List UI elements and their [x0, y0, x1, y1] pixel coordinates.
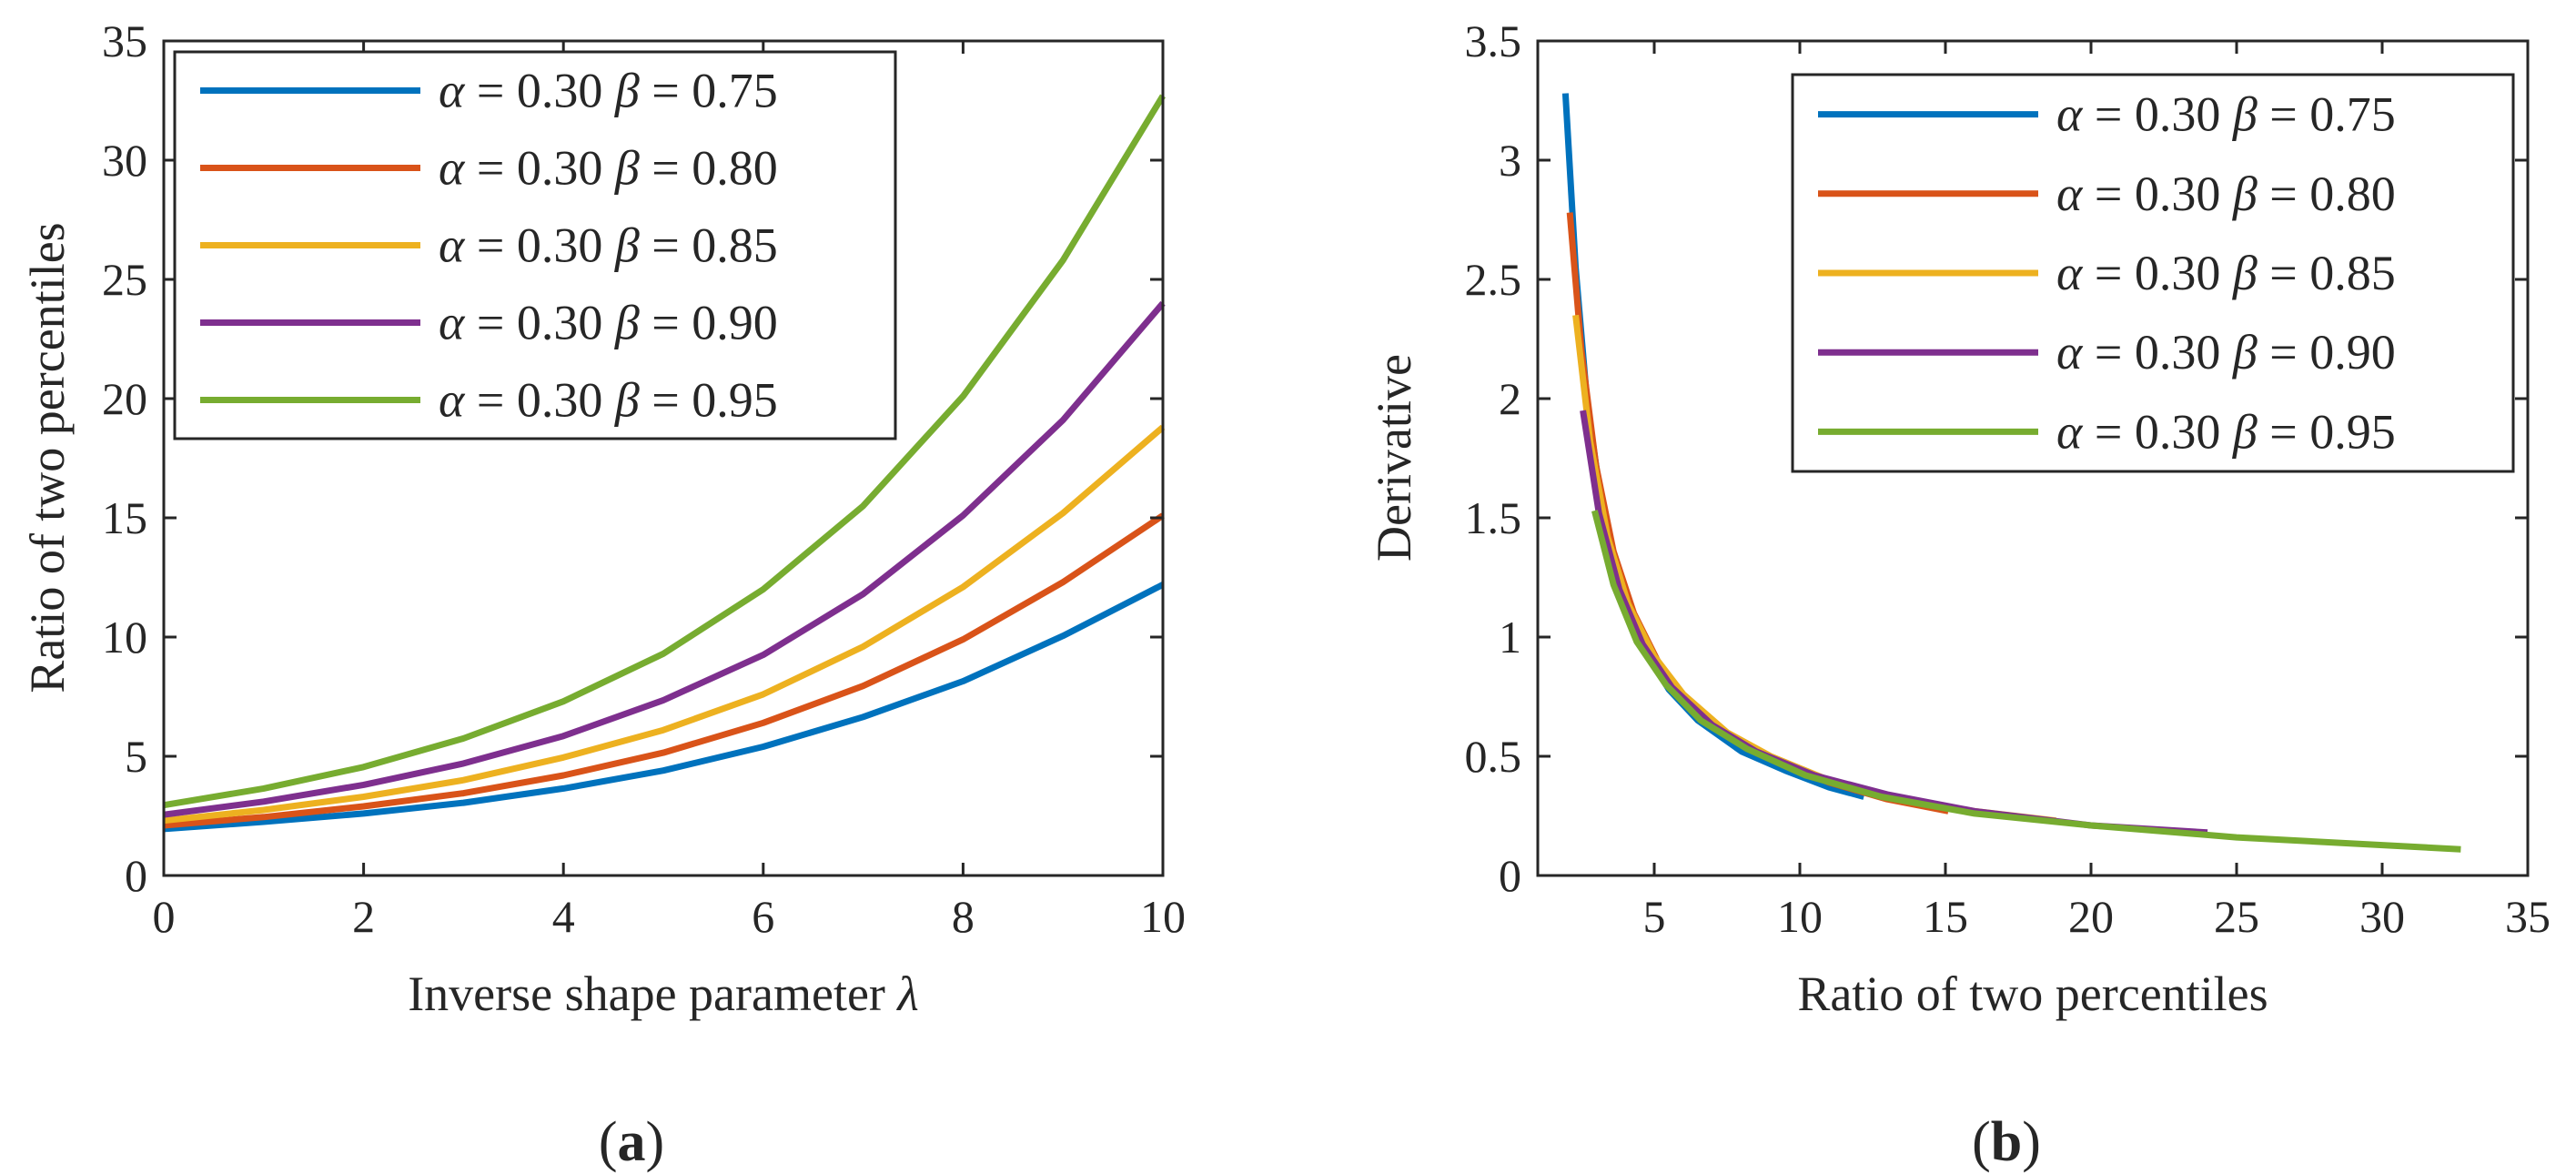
y-tick-label: 30	[102, 135, 147, 186]
x-axis-title-text: Ratio of two percentiles	[1797, 967, 2268, 1021]
x-axis-title: Ratio of two percentiles	[1797, 967, 2268, 1021]
series-lines	[1561, 93, 2461, 853]
x-tick-label: 30	[2359, 891, 2405, 942]
legend-label-4: α = 0.30 β = 0.90	[439, 296, 778, 350]
series-line-5	[163, 94, 1166, 809]
x-tick-label: 10	[1777, 891, 1823, 942]
panel-a-chart: 0 2 4 6 8 10 0 5 10 15 20 25 30 35 Inverse shape param…	[20, 15, 1186, 1173]
legend-label-3: α = 0.30 β = 0.85	[439, 218, 778, 273]
series-line-4	[1580, 410, 2208, 836]
legend-label-2: α = 0.30 β = 0.80	[2056, 167, 2396, 221]
x-axis-title-text: Inverse shape parameter	[408, 967, 885, 1021]
legend-label-3: α = 0.30 β = 0.85	[2056, 246, 2396, 300]
y-tick-label: 25	[102, 254, 147, 305]
y-tick-label: 20	[102, 373, 147, 424]
y-tick-label: 0.5	[1465, 731, 1522, 782]
x-axis-title-symbol: λ	[885, 967, 919, 1021]
series-line-4	[163, 300, 1166, 818]
x-tick-label: 4	[552, 891, 575, 942]
x-tick-label: 0	[153, 891, 176, 942]
legend: α = 0.30 β = 0.75 α = 0.30 β = 0.80 α = 0.…	[173, 50, 897, 440]
x-tick-label: 10	[1140, 891, 1186, 942]
x-tick-label: 8	[952, 891, 975, 942]
series-line-5	[1591, 510, 2461, 853]
legend-label-1: α = 0.30 β = 0.75	[2056, 87, 2396, 142]
legend-label-5: α = 0.30 β = 0.95	[2056, 404, 2396, 459]
y-axis-title: Derivative	[1367, 354, 1421, 562]
panel-caption: (b)	[1972, 1111, 2041, 1173]
series-line-3	[163, 424, 1166, 825]
x-tick-label: 15	[1923, 891, 1968, 942]
x-tick-label: 5	[1643, 891, 1666, 942]
x-tick-label: 25	[2214, 891, 2259, 942]
y-axis-title: Ratio of two percentiles	[20, 222, 75, 693]
legend-label-2: α = 0.30 β = 0.80	[439, 141, 778, 196]
panel-caption-letter: b	[1991, 1111, 2022, 1173]
x-tick-label: 20	[2068, 891, 2114, 942]
y-tick-label: 15	[102, 492, 147, 543]
y-tick-label: 0	[125, 850, 147, 901]
y-tick-label: 35	[102, 15, 147, 66]
x-axis-title: Inverse shape parameter λ	[408, 967, 919, 1021]
legend-label-1: α = 0.30 β = 0.75	[439, 64, 778, 118]
x-tick-label: 2	[352, 891, 375, 942]
legend-label-4: α = 0.30 β = 0.90	[2056, 325, 2396, 380]
x-tick-label: 35	[2505, 891, 2551, 942]
y-tick-label: 10	[102, 612, 147, 663]
y-tick-label: 2	[1499, 373, 1521, 424]
panel-b-chart: 5 10 15 20 25 30 35 0 0.5 1 1.5 2 2.5 3 3.5 Ratio of tw…	[1367, 15, 2551, 1173]
plot-frame	[162, 39, 1165, 877]
series-lines	[163, 94, 1166, 833]
series-line-1	[163, 582, 1165, 833]
x-tick-label: 6	[752, 891, 774, 942]
y-tick-label: 1.5	[1465, 492, 1522, 543]
y-tick-label: 3	[1499, 135, 1521, 186]
panel-caption-letter: a	[618, 1111, 646, 1173]
y-tick-label: 0	[1499, 850, 1521, 901]
y-tick-label: 2.5	[1465, 254, 1522, 305]
y-tick-label: 1	[1499, 612, 1521, 663]
legend: α = 0.30 β = 0.75 α = 0.30 β = 0.80 α = 0.…	[1791, 73, 2515, 473]
panel-caption: (a)	[599, 1111, 664, 1173]
plot-frame	[1536, 39, 2530, 877]
y-tick-label: 3.5	[1465, 15, 1522, 66]
y-tick-label: 5	[125, 731, 147, 782]
legend-label-5: α = 0.30 β = 0.95	[439, 373, 778, 428]
series-line-2	[163, 512, 1165, 829]
